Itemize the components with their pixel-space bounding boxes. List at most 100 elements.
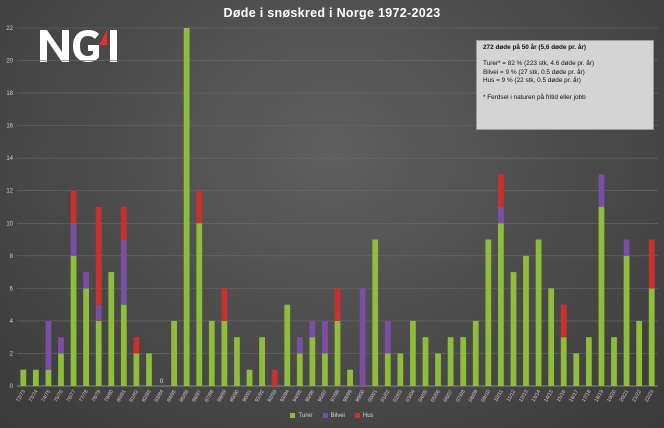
y-tick-label: 14 xyxy=(6,156,13,162)
bar-turer xyxy=(259,337,265,386)
bar-turer xyxy=(32,369,39,386)
bar-bilvei xyxy=(309,320,316,338)
bar-turer xyxy=(548,288,555,386)
x-tick-label: 75/76 xyxy=(53,389,65,403)
x-tick-label: 78/79 xyxy=(91,389,103,403)
x-tick-label: 72/73 xyxy=(15,389,27,403)
bar-turer xyxy=(447,337,454,386)
bar-turer xyxy=(221,320,228,386)
bar-turer xyxy=(296,353,303,386)
info-turer: Turer* = 82 % (223 stk, 4.6 døde pr. år) xyxy=(483,60,595,68)
bar-hus xyxy=(498,174,504,207)
x-tick-label: 11/12 xyxy=(506,389,518,403)
bar-hus xyxy=(133,337,140,354)
bar-bilvei xyxy=(45,320,52,370)
info-box: 272 døde på 50 år (5,6 døde pr. år) Ture… xyxy=(476,40,654,130)
x-tick-label: 09/10 xyxy=(480,389,492,403)
bar-turer xyxy=(322,353,328,386)
bar-turer xyxy=(347,369,353,386)
legend-item-bilvei: Bilvei xyxy=(322,413,345,419)
y-tick-label: 22 xyxy=(6,26,13,32)
info-summary: 272 døde på 50 år (5,6 døde pr. år) xyxy=(483,44,586,51)
x-tick-label: 03/04 xyxy=(405,389,417,403)
bar-turer xyxy=(108,272,115,386)
bar-turer xyxy=(623,255,630,386)
x-tick-label: 96/97 xyxy=(317,389,329,403)
bar-turer xyxy=(636,320,643,386)
info-bilvei: Bilvei = 9 % (27 stk, 0.5 døde pr. år) xyxy=(483,68,585,76)
bar-hus xyxy=(221,288,228,321)
bar-turer xyxy=(334,320,341,386)
legend: Turer Bilvei Hus xyxy=(0,413,664,419)
zero-label: 0 xyxy=(160,379,164,385)
bar-bilvei xyxy=(95,304,102,321)
bar-turer xyxy=(83,288,90,386)
x-tick-label: 85/86 xyxy=(179,389,191,403)
bar-turer xyxy=(460,337,467,386)
bar-turer xyxy=(58,353,64,386)
bar-turer xyxy=(45,369,52,386)
y-tick-label: 0 xyxy=(10,384,14,390)
x-tick-label: 18/19 xyxy=(593,389,605,403)
bar-turer xyxy=(510,272,517,386)
x-tick-label: 02/03 xyxy=(392,389,404,403)
x-tick-label: 97/98 xyxy=(330,389,342,403)
bar-bilvei xyxy=(359,288,366,386)
x-tick-label: 08/09 xyxy=(468,389,480,403)
bar-turer xyxy=(535,239,542,386)
bar-hus xyxy=(648,239,655,289)
x-tick-label: 12/13 xyxy=(518,389,530,403)
bar-turer xyxy=(498,223,504,386)
x-tick-label: 05/06 xyxy=(430,389,442,403)
y-tick-label: 8 xyxy=(10,254,14,260)
bar-turer xyxy=(410,320,416,386)
bar-hus xyxy=(95,207,102,305)
legend-item-turer: Turer xyxy=(290,413,313,419)
x-tick-label: 00/01 xyxy=(367,389,379,403)
x-tick-label: 92/93 xyxy=(267,389,279,403)
bar-bilvei xyxy=(384,320,391,354)
x-tick-label: 74/75 xyxy=(40,389,52,403)
bar-bilvei xyxy=(623,239,630,256)
bar-turer xyxy=(573,353,580,386)
bar-turer xyxy=(422,337,429,386)
bar-turer xyxy=(171,320,177,386)
info-hus: Hus = 9 % (22 stk, 0.5 døde pr. år) xyxy=(483,77,581,85)
y-tick-label: 6 xyxy=(10,286,14,292)
legend-swatch xyxy=(322,413,328,418)
bar-turer xyxy=(196,223,203,386)
bar-turer xyxy=(95,320,102,386)
x-tick-label: 13/14 xyxy=(531,389,543,403)
y-tick-label: 20 xyxy=(6,59,13,65)
bar-turer xyxy=(20,369,27,386)
x-tick-label: 20/21 xyxy=(619,389,631,403)
y-tick-label: 10 xyxy=(6,221,13,227)
x-tick-label: 83/84 xyxy=(154,389,166,403)
bar-turer xyxy=(70,255,77,386)
bar-turer xyxy=(208,320,215,386)
info-footnote: * Ferdsel i naturen på fritid eller jobb xyxy=(483,93,586,101)
x-tick-label: 87/88 xyxy=(204,389,216,403)
x-tick-label: 81/82 xyxy=(128,389,140,403)
bar-bilvei xyxy=(58,337,64,354)
x-tick-label: 98/99 xyxy=(342,389,354,403)
x-tick-label: 86/87 xyxy=(191,389,203,403)
legend-swatch xyxy=(290,413,296,418)
ngi-logo xyxy=(40,30,117,62)
bar-turer xyxy=(183,28,190,386)
x-tick-label: 76/77 xyxy=(66,389,78,403)
bar-turer xyxy=(120,304,127,386)
x-tick-label: 77/78 xyxy=(78,389,90,403)
x-tick-label: 21/22 xyxy=(631,389,643,403)
bar-turer xyxy=(384,353,391,386)
y-tick-label: 4 xyxy=(10,319,14,325)
y-tick-label: 12 xyxy=(6,189,13,195)
x-tick-label: 91/92 xyxy=(254,389,266,403)
chart-title: Døde i snøskred i Norge 1972-2023 xyxy=(223,6,441,20)
x-tick-label: 94/95 xyxy=(292,389,304,403)
x-tick-label: 14/15 xyxy=(543,389,555,403)
bar-turer xyxy=(598,207,605,386)
x-tick-label: 07/08 xyxy=(455,389,467,403)
